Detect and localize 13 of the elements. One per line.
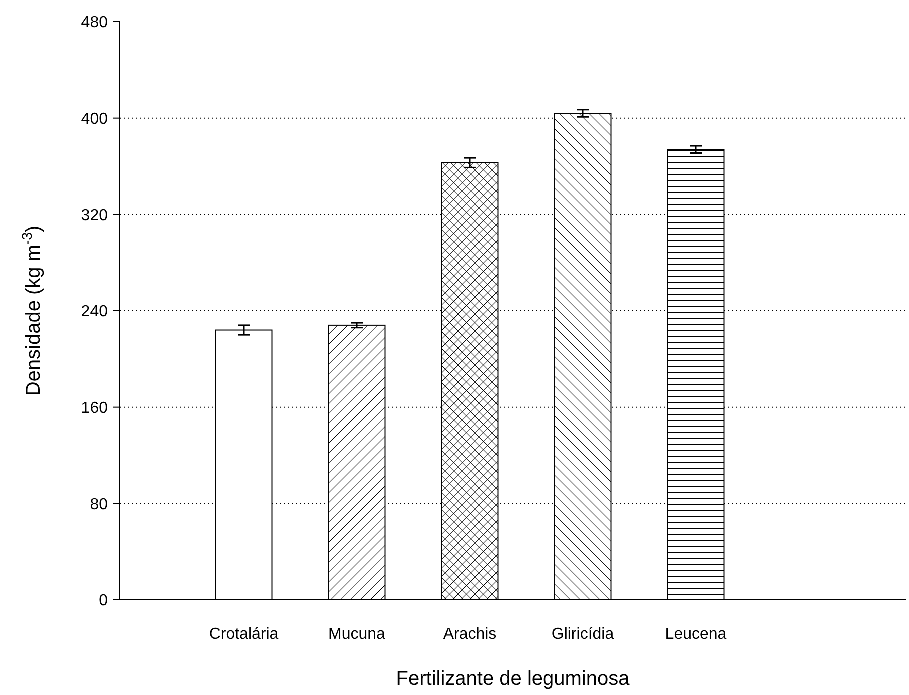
x-tick-label: Arachis (443, 626, 497, 643)
y-tick-label: 480 (81, 14, 108, 32)
y-tick-label: 400 (81, 110, 108, 128)
y-tick-label: 80 (90, 496, 108, 514)
y-tick-label: 160 (81, 400, 108, 417)
y-tick-label: 320 (81, 207, 108, 224)
x-tick-label: Leucena (665, 626, 727, 643)
y-tick-label: 240 (81, 304, 108, 321)
y-tick-label: 0 (99, 592, 108, 610)
x-tick-label: Crotalária (209, 626, 279, 643)
x-tick-label: Mucuna (328, 626, 386, 643)
x-axis-title: Fertilizante de leguminosa (396, 668, 631, 690)
x-tick-label: Gliricídia (552, 626, 614, 643)
